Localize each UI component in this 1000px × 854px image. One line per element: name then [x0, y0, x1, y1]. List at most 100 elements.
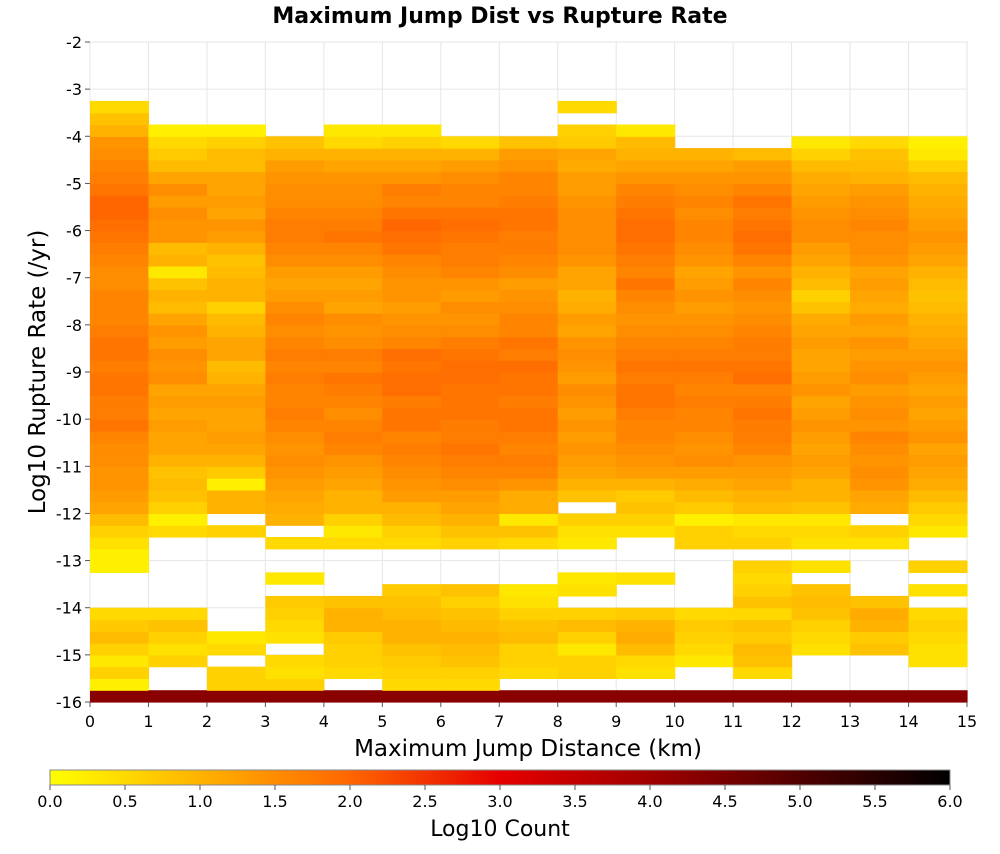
heatmap-cell	[850, 501, 910, 515]
heatmap-cell	[908, 513, 968, 526]
heatmap-cell	[206, 195, 266, 208]
heatmap-cell	[674, 277, 734, 291]
heatmap-cell	[791, 383, 851, 397]
heatmap-cell	[440, 136, 500, 149]
heatmap-cell	[557, 148, 617, 161]
heatmap-cell	[791, 136, 851, 149]
heatmap-cell	[733, 289, 793, 302]
heatmap-cell	[791, 478, 851, 491]
heatmap-cell	[616, 183, 676, 196]
heatmap-cell	[908, 207, 968, 220]
heatmap-cell	[733, 336, 793, 350]
y-tick-label: -14	[56, 599, 82, 618]
heatmap-cell	[206, 395, 266, 408]
heatmap-cell	[616, 395, 676, 408]
heatmap-cell	[148, 218, 208, 232]
heatmap-cell	[382, 183, 442, 196]
heatmap-cell	[382, 301, 442, 314]
heatmap-cell	[440, 466, 500, 479]
heatmap-cell	[206, 407, 266, 420]
heatmap-cell	[791, 466, 851, 479]
heatmap-cell	[733, 537, 793, 550]
heatmap-cell	[382, 218, 442, 232]
heatmap-cell	[382, 631, 442, 644]
heatmap-cell	[90, 430, 150, 444]
heatmap-cell	[148, 419, 208, 432]
heatmap-cell	[674, 171, 734, 185]
heatmap-cell	[616, 277, 676, 291]
heatmap-cell	[791, 301, 851, 314]
colorbar-tick-label: 3.0	[487, 792, 512, 811]
heatmap-cell	[557, 478, 617, 491]
heatmap-cell	[499, 195, 559, 208]
heatmap-cell	[90, 442, 150, 456]
y-tick-label: -2	[66, 33, 82, 52]
heatmap-cell	[148, 372, 208, 385]
heatmap-cell	[323, 254, 383, 267]
heatmap-cell	[850, 360, 910, 373]
heatmap-cell	[440, 666, 500, 680]
heatmap-cell	[265, 466, 325, 479]
heatmap-cell	[908, 454, 968, 467]
x-axis-label: Maximum Jump Distance (km)	[354, 736, 702, 762]
y-tick-label: -6	[66, 222, 82, 241]
heatmap-cell	[323, 501, 383, 515]
heatmap-cell	[616, 454, 676, 467]
heatmap-cell	[148, 171, 208, 185]
heatmap-cell	[440, 148, 500, 161]
heatmap-cell	[148, 289, 208, 302]
heatmap-cell	[616, 336, 676, 350]
heatmap-cell	[323, 513, 383, 526]
heatmap-cell	[908, 419, 968, 432]
heatmap-cell	[850, 407, 910, 420]
heatmap-cell	[850, 183, 910, 196]
heatmap-cell	[148, 148, 208, 161]
heatmap-cell	[733, 631, 793, 644]
heatmap-cell	[850, 218, 910, 232]
heatmap-cell	[382, 595, 442, 609]
heatmap-cell	[499, 537, 559, 550]
heatmap-cell	[791, 289, 851, 302]
heatmap-cell	[616, 572, 676, 585]
heatmap-cell	[382, 242, 442, 255]
y-tick-label: -9	[66, 363, 82, 382]
heatmap-cell	[499, 419, 559, 432]
heatmap-cell	[674, 265, 734, 279]
heatmap-cell	[908, 395, 968, 408]
heatmap-cell	[323, 407, 383, 420]
heatmap-cell	[791, 619, 851, 632]
heatmap-cell	[323, 207, 383, 220]
heatmap-cell	[616, 466, 676, 479]
heatmap-cell	[616, 525, 676, 538]
heatmap-cell	[616, 478, 676, 491]
heatmap-cell	[791, 501, 851, 515]
heatmap-cell	[265, 419, 325, 432]
heatmap-cell	[90, 383, 150, 397]
heatmap-cell	[791, 254, 851, 267]
heatmap-cell	[440, 360, 500, 373]
heatmap-cell	[674, 690, 734, 703]
heatmap-cell	[148, 430, 208, 444]
x-tick-label: 4	[319, 712, 329, 731]
heatmap-cell	[499, 654, 559, 668]
heatmap-cell	[206, 183, 266, 196]
heatmap-cell	[499, 183, 559, 196]
heatmap-cell	[791, 360, 851, 373]
heatmap-cell	[674, 218, 734, 232]
heatmap-cell	[90, 419, 150, 432]
heatmap-cell	[90, 690, 150, 703]
heatmap-cell	[733, 395, 793, 408]
heatmap-cell	[265, 336, 325, 350]
heatmap-cell	[382, 136, 442, 149]
x-tick-label: 3	[260, 712, 270, 731]
heatmap-cell	[499, 643, 559, 656]
heatmap-cell	[733, 654, 793, 668]
heatmap-cell	[323, 324, 383, 338]
x-tick-label: 13	[840, 712, 860, 731]
heatmap-cell	[499, 277, 559, 291]
heatmap-cell	[616, 313, 676, 326]
heatmap-cell	[791, 584, 851, 597]
heatmap-cell	[791, 183, 851, 196]
heatmap-cell	[90, 537, 150, 550]
heatmap-cell	[850, 442, 910, 456]
